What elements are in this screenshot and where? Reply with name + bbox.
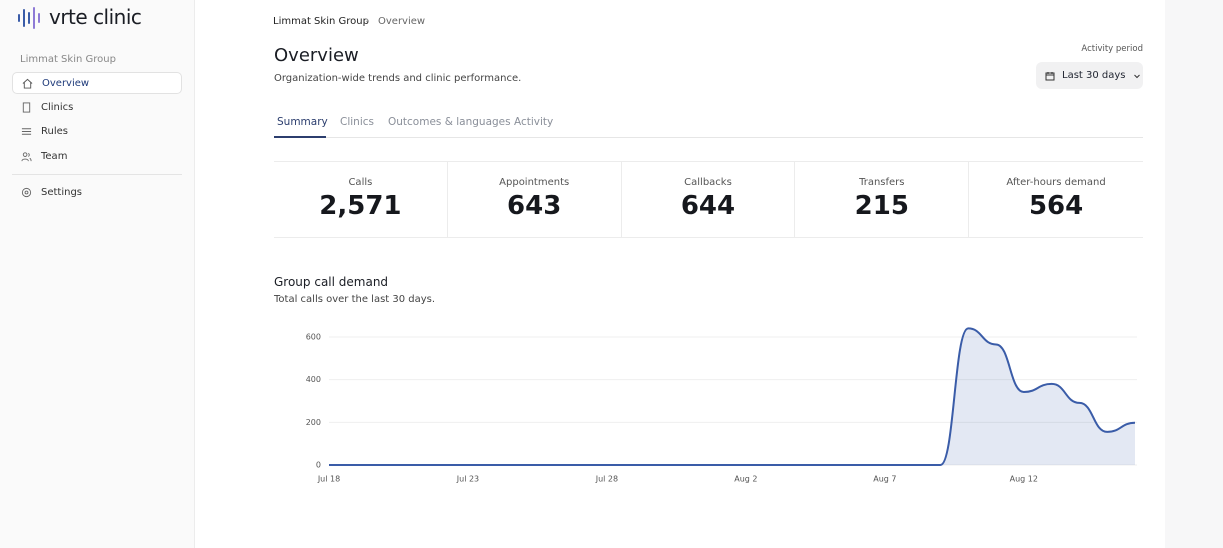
period-value: Last 30 days [1062,70,1126,81]
nav-label: Rules [41,125,68,137]
logo: vrte clinic [49,5,142,29]
tab-indicator [274,136,326,138]
y-tick-label: 400 [306,375,321,384]
icon [21,187,32,197]
tab[interactable]: Activity [514,116,554,128]
nav-item[interactable]: Rules [12,120,182,142]
page-title: Overview [274,45,359,66]
stat-card: After-hours demand 564 [969,162,1143,238]
stat-label: Transfers [859,177,905,188]
stats-frame [274,161,1143,238]
nav-label: Settings [41,186,83,198]
chart: 0 200 400 600 Jul 18 Jul 23 Jul 28 Aug 2 Aug 7 Au… [306,327,1137,484]
stat-card: Appointments 643 [448,162,622,238]
area [329,328,1135,465]
nav-item[interactable]: Overview [12,72,182,94]
x-tick-label: Aug 7 [873,475,896,484]
y-tick-label: 600 [306,332,321,341]
tab-rule [274,137,1143,138]
period-label: Activity period [1081,44,1143,54]
stat-card: Callbacks 644 [622,162,796,238]
nav-item[interactable]: Settings [12,181,182,203]
stat-value: 2,571 [319,191,402,221]
nav-label: Clinics [41,101,74,113]
icon [21,127,32,135]
stat-value: 564 [1028,191,1084,221]
stat-label: Callbacks [684,177,732,188]
x-tick-label: Aug 12 [1010,475,1038,484]
x-tick-label: Jul 18 [317,475,340,484]
logo-icon [18,7,40,29]
stat-value: 215 [854,191,909,221]
main: Limmat Skin Group › Overview Overview Or… [195,0,1165,548]
x-tick-label: Aug 2 [734,475,757,484]
tab[interactable]: Summary [277,116,328,128]
x-tick-label: Jul 28 [595,475,618,484]
breadcrumb-link[interactable]: Limmat Skin Group [273,16,369,27]
nav-item[interactable]: Team [12,145,182,167]
period-button[interactable]: Last 30 days [1036,62,1143,89]
tab[interactable]: Outcomes & languages [388,116,511,128]
sidebar: vrte clinic Limmat Skin Group Overview C… [0,0,195,548]
chart-title: Group call demand [274,275,389,289]
chart-subtitle: Total calls over the last 30 days. [274,294,436,305]
breadcrumb-separator: › [365,15,369,26]
icon [22,101,31,113]
stat-label: Calls [348,177,373,188]
icon [21,151,32,161]
organization: Limmat Skin Group [20,54,116,65]
stat-value: 643 [507,191,562,221]
stat-label: Appointments [499,177,570,188]
chevron [1133,74,1140,78]
divider [12,174,182,175]
line [328,327,1136,466]
stat-card: Transfers 215 [795,162,970,238]
y-tick-label: 200 [306,418,321,427]
backdrop [1165,0,1223,548]
calendar-icon [1045,71,1055,80]
nav-item[interactable]: Clinics [12,96,182,118]
nav-label: Team [41,150,68,162]
tab[interactable]: Clinics [340,116,374,128]
page-subtitle: Organization-wide trends and clinic perf… [274,73,522,84]
x-tick-label: Jul 23 [456,475,479,484]
y-tick-label: 0 [316,461,321,470]
stat-value: 644 [680,191,736,221]
stat-label: After-hours demand [1006,177,1106,188]
nav-label: Overview [42,77,90,89]
stat-card: Calls 2,571 [274,162,448,238]
breadcrumb-current: Overview [378,16,426,27]
icon [22,78,33,89]
